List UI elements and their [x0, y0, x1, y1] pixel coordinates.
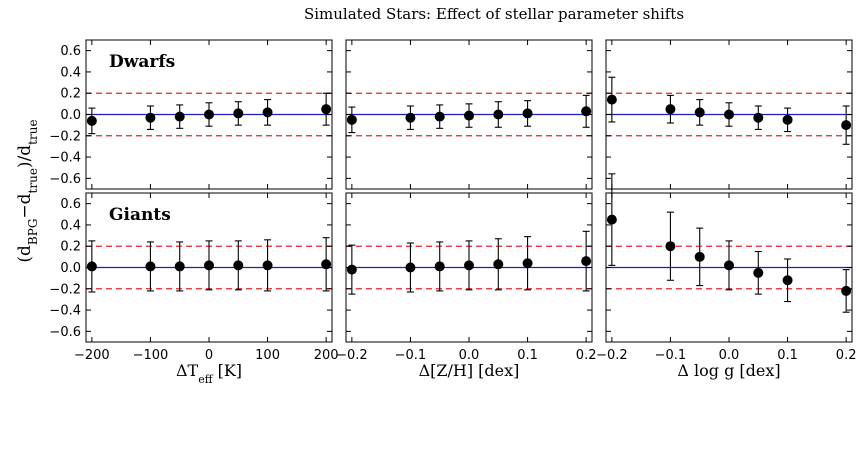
x-tick-label: −0.1	[395, 348, 427, 363]
data-point	[321, 104, 332, 115]
data-point	[724, 260, 734, 271]
data-point	[145, 112, 156, 123]
data-point	[753, 267, 764, 278]
data-point	[346, 114, 357, 125]
panel-label: Giants	[109, 205, 171, 225]
x-axis-labels: ΔTeff [K] Δ[Z/H] [dex] Δ log g [dex]	[176, 361, 781, 386]
panel-giants-teff: −0.6 −0.4 −0.2 0.0 0.2 0.4 0.6 −200 −100 0 100 200 G…	[49, 192, 339, 363]
y-tick-label: 0.6	[60, 197, 81, 212]
x-axis-label: Δ log g [dex]	[677, 361, 780, 380]
data-point	[493, 259, 504, 270]
x-tick-label: 0.0	[719, 348, 740, 363]
figure-title: Simulated Stars: Effect of stellar param…	[304, 5, 684, 23]
data-point	[262, 107, 273, 118]
x-tick-label: −0.2	[596, 348, 628, 363]
y-axis-label: (dBPG−dtrue)/dtrue	[15, 119, 40, 262]
x-tick-label: 200	[314, 348, 339, 363]
data-point	[581, 256, 592, 267]
x-tick-label: 0.2	[836, 348, 857, 363]
panel-giants-feh: −0.2 −0.1 0.0 0.1 0.2	[336, 192, 597, 363]
x-tick-label: 0.1	[777, 348, 798, 363]
data-point	[841, 120, 852, 131]
data-point	[694, 251, 705, 262]
data-point	[782, 275, 793, 286]
y-tick-label: 0.2	[60, 87, 81, 102]
data-point	[434, 111, 445, 122]
data-point	[405, 112, 416, 123]
data-point	[405, 262, 416, 273]
data-point	[321, 259, 332, 270]
data-point	[434, 261, 445, 272]
y-tick-label: −0.6	[49, 172, 81, 187]
y-tick-label: −0.2	[49, 129, 81, 144]
panel-label: Dwarfs	[109, 52, 175, 72]
y-tick-label: −0.6	[49, 325, 81, 340]
data-point	[724, 109, 734, 120]
data-point	[204, 109, 214, 120]
data-point	[145, 261, 156, 272]
x-axis-label: ΔTeff [K]	[176, 361, 242, 386]
x-tick-label: −0.1	[655, 348, 687, 363]
data-point	[262, 260, 273, 271]
data-point	[233, 108, 244, 119]
data-point	[174, 111, 185, 122]
data-point	[204, 260, 214, 271]
data-point	[665, 241, 676, 252]
data-point	[174, 261, 185, 272]
data-point	[233, 260, 244, 271]
data-point	[782, 114, 793, 125]
x-tick-label: −100	[133, 348, 169, 363]
data-point	[522, 258, 533, 269]
data-point	[86, 115, 97, 126]
data-point	[464, 260, 474, 271]
panel-giants-logg: −0.2 −0.1 0.0 0.1 0.2	[596, 173, 857, 363]
y-tick-label: 0.6	[60, 44, 81, 59]
data-point	[753, 112, 764, 123]
x-tick-label: 100	[255, 348, 280, 363]
y-tick-label: 0.0	[60, 108, 81, 123]
panel-dwarfs-feh	[345, 39, 593, 190]
data-point	[346, 264, 357, 275]
data-point	[694, 107, 705, 118]
x-tick-label: 0.2	[576, 348, 597, 363]
y-tick-label: 0.0	[60, 261, 81, 276]
data-point	[606, 94, 617, 105]
y-tick-label: 0.2	[60, 240, 81, 255]
data-point	[581, 106, 592, 117]
x-tick-label: −0.2	[336, 348, 368, 363]
y-tick-label: 0.4	[60, 65, 81, 80]
data-point	[464, 110, 474, 121]
x-axis-label: Δ[Z/H] [dex]	[419, 361, 520, 380]
panels: −0.6−0.4−0.20.00.20.40.6Dwarfs−0.6−0.4−0…	[49, 39, 857, 363]
data-point	[86, 261, 97, 272]
y-tick-label: 0.4	[60, 218, 81, 233]
data-point	[493, 109, 504, 120]
data-point	[841, 285, 852, 296]
y-axis-label-text: (dBPG−dtrue)/dtrue	[15, 119, 40, 262]
x-tick-label: 0.1	[517, 348, 538, 363]
y-tick-label: −0.2	[49, 282, 81, 297]
y-tick-label: −0.4	[49, 151, 81, 166]
data-point	[522, 108, 533, 119]
x-tick-label: −200	[74, 348, 110, 363]
x-tick-label: 0.0	[459, 348, 480, 363]
x-tick-label: 0	[205, 348, 213, 363]
panel-dwarfs-teff: −0.6 −0.4 −0.2 0.0 0.2 0.4 0.6 Dwarfs	[49, 39, 333, 190]
panel-dwarfs-logg	[605, 39, 853, 190]
data-point	[606, 214, 617, 225]
data-point	[665, 104, 676, 115]
y-tick-label: −0.4	[49, 304, 81, 319]
